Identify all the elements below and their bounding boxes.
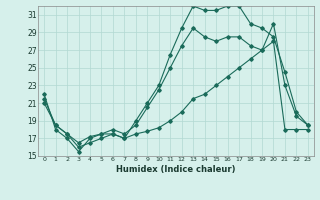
X-axis label: Humidex (Indice chaleur): Humidex (Indice chaleur) xyxy=(116,165,236,174)
